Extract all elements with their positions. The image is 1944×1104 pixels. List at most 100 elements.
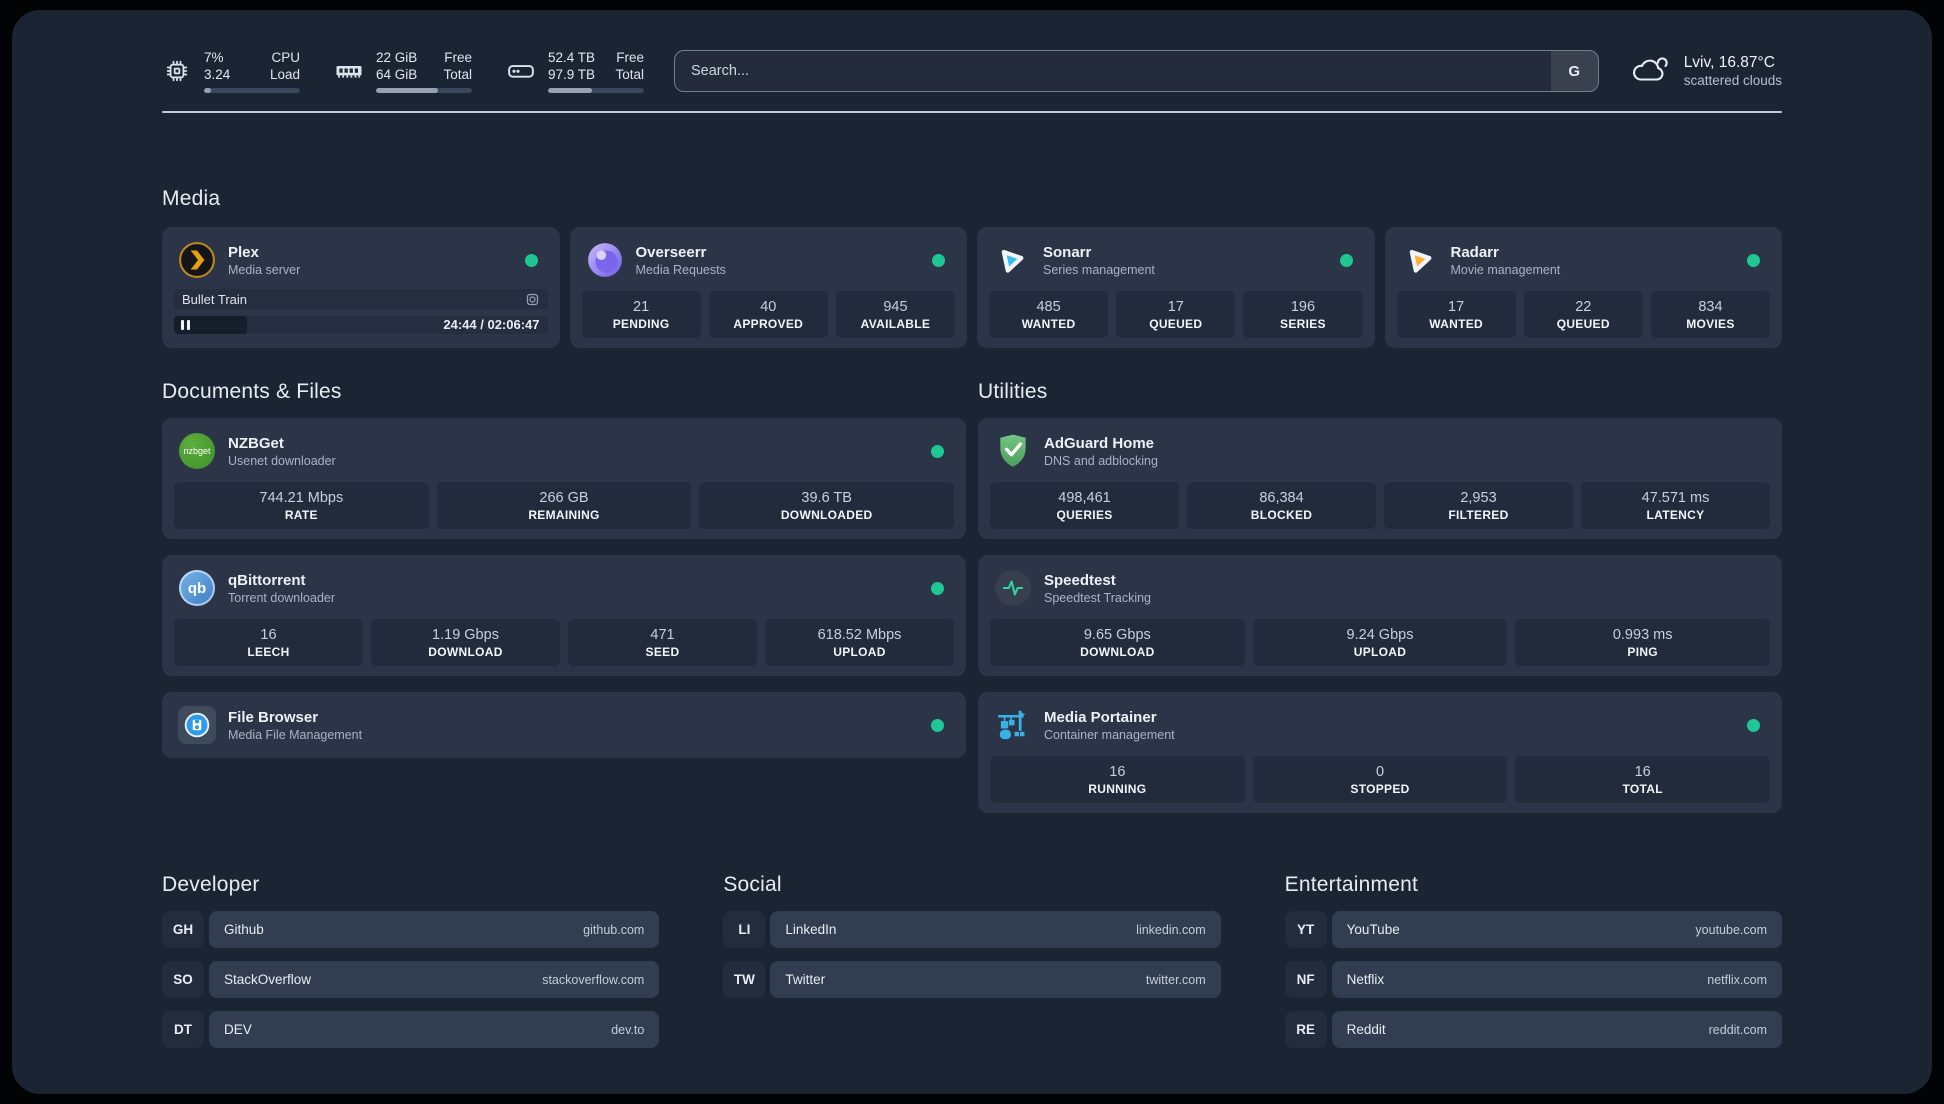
bookmark-abbr: YT — [1284, 911, 1327, 948]
pause-button[interactable] — [181, 320, 190, 330]
disk-total-value: 97.9 TB — [548, 67, 596, 83]
app-name: Plex — [228, 243, 259, 261]
stat-queries: 498,461 QUERIES — [990, 482, 1179, 529]
stat-running: 16 RUNNING — [990, 756, 1245, 803]
disk-stat: 52.4 TB 97.9 TB Free Total — [506, 49, 644, 93]
bookmark-netflix[interactable]: NF Netflix netflix.com — [1284, 961, 1782, 998]
overseerr-icon — [586, 241, 624, 279]
bookmark-name: Twitter — [785, 972, 826, 987]
section-title-media: Media — [162, 187, 221, 210]
stat-ping: 0.993 ms PING — [1515, 619, 1771, 666]
status-online-dot — [931, 581, 944, 595]
memory-free-label: Free — [444, 50, 472, 66]
playback-progress-bar[interactable]: 24:44 / 02:06:47 — [174, 316, 548, 334]
bookmark-github[interactable]: GH Github github.com — [162, 911, 660, 948]
bookmark-name: YouTube — [1346, 922, 1400, 937]
now-playing-title: Bullet Train — [182, 291, 248, 307]
section-title-entertainment: Entertainment — [1284, 873, 1418, 896]
card-speedtest[interactable]: Speedtest Speedtest Tracking 9.65 Gbps D… — [978, 555, 1782, 676]
plex-icon — [178, 241, 216, 279]
card-radarr[interactable]: Radarr Movie management 17 WANTED 22 QUE… — [1384, 227, 1782, 348]
stat-upload: 618.52 Mbps UPLOAD — [765, 619, 954, 666]
stat-total: 16 TOTAL — [1515, 756, 1771, 803]
bookmark-name: DEV — [224, 1022, 252, 1037]
app-desc: Series management — [1043, 262, 1155, 277]
bookmark-url: twitter.com — [1145, 972, 1206, 987]
filebrowser-icon — [178, 706, 216, 744]
app-name: qBittorrent — [228, 571, 306, 589]
bookmark-url: netflix.com — [1707, 972, 1767, 987]
app-desc: Media server — [228, 262, 301, 277]
card-sonarr[interactable]: Sonarr Series management 485 WANTED 17 Q… — [977, 227, 1375, 348]
bookmark-stackoverflow[interactable]: SO StackOverflow stackoverflow.com — [162, 961, 660, 998]
stat-queued: 17 QUEUED — [1116, 291, 1236, 338]
app-desc: Speedtest Tracking — [1044, 590, 1152, 605]
card-nzbget[interactable]: nzbget NZBGet Usenet downloader 744.21 M… — [162, 418, 966, 539]
card-qbittorrent[interactable]: qb qBittorrent Torrent downloader 16 LEE… — [162, 555, 966, 676]
ram-icon — [334, 56, 364, 86]
top-bar: 7% 3.24 CPU Load — [162, 48, 1782, 94]
card-filebrowser[interactable]: File Browser Media File Management — [162, 692, 966, 758]
app-desc: Movie management — [1450, 262, 1561, 277]
playback-progress-fill — [174, 316, 247, 334]
speedtest-icon — [994, 569, 1032, 607]
stat-rate: 744.21 Mbps RATE — [174, 482, 429, 529]
nzbget-icon: nzbget — [178, 432, 216, 470]
status-online-dot — [932, 253, 945, 267]
playback-time: 24:44 / 02:06:47 — [443, 317, 540, 332]
bookmark-linkedin[interactable]: LI LinkedIn linkedin.com — [723, 911, 1221, 948]
status-online-dot — [931, 444, 944, 458]
portainer-icon — [994, 706, 1032, 744]
disk-progress-fill — [548, 88, 593, 93]
search-bar[interactable]: G — [674, 50, 1599, 92]
radarr-icon — [1401, 241, 1439, 279]
card-plex[interactable]: Plex Media server Bullet Train 24:44 / 0… — [162, 227, 560, 348]
bookmark-name: Reddit — [1346, 1022, 1386, 1037]
app-desc: Media Requests — [635, 262, 726, 277]
media-cards: Plex Media server Bullet Train 24:44 / 0… — [162, 227, 1782, 348]
status-online-dot — [931, 718, 944, 732]
memory-progress-track — [376, 88, 472, 93]
memory-progress-fill — [376, 88, 439, 93]
cpu-load-value: 3.24 — [204, 67, 231, 83]
app-desc: Media File Management — [228, 727, 363, 742]
card-portainer[interactable]: Media Portainer Container management 16 … — [978, 692, 1782, 813]
search-engine-button[interactable]: G — [1550, 51, 1598, 91]
cloud-icon — [1629, 53, 1671, 90]
stat-download: 1.19 Gbps DOWNLOAD — [371, 619, 560, 666]
stat-filtered: 2,953 FILTERED — [1384, 482, 1573, 529]
bookmark-youtube[interactable]: YT YouTube youtube.com — [1284, 911, 1782, 948]
camera-icon — [525, 292, 540, 307]
card-overseerr[interactable]: Overseerr Media Requests 21 PENDING 40 A… — [569, 227, 967, 348]
status-online-dot — [1747, 253, 1760, 267]
search-input[interactable] — [675, 51, 1551, 91]
memory-total-value: 64 GiB — [376, 67, 418, 83]
stat-latency: 47.571 ms LATENCY — [1581, 482, 1770, 529]
stat-queued: 22 QUEUED — [1523, 291, 1643, 338]
stat-available: 945 AVAILABLE — [835, 291, 956, 338]
cpu-label: CPU — [271, 50, 300, 66]
stat-stopped: 0 STOPPED — [1252, 756, 1508, 803]
bookmark-dev[interactable]: DT DEV dev.to — [162, 1011, 660, 1048]
bookmark-url: dev.to — [611, 1022, 645, 1037]
app-name: Overseerr — [635, 243, 707, 261]
bookmark-url: reddit.com — [1708, 1022, 1767, 1037]
card-adguard[interactable]: AdGuard Home DNS and adblocking 498,461 … — [978, 418, 1782, 539]
bookmark-name: Github — [224, 922, 264, 937]
bookmark-reddit[interactable]: RE Reddit reddit.com — [1284, 1011, 1782, 1048]
memory-free-value: 22 GiB — [376, 50, 418, 66]
stat-seed: 471 SEED — [568, 619, 757, 666]
bookmark-abbr: TW — [723, 961, 766, 998]
cpu-icon — [162, 56, 192, 86]
stat-pending: 21 PENDING — [581, 291, 701, 338]
dashboard-panel: 7% 3.24 CPU Load — [12, 10, 1932, 1094]
stat-leech: 16 LEECH — [174, 619, 363, 666]
stat-upload: 9.24 Gbps UPLOAD — [1252, 619, 1508, 666]
memory-total-label: Total — [443, 67, 472, 83]
weather-condition: scattered clouds — [1683, 73, 1782, 88]
hardware-stats: 7% 3.24 CPU Load — [162, 49, 644, 93]
bookmark-name: Netflix — [1346, 972, 1385, 987]
bookmark-twitter[interactable]: TW Twitter twitter.com — [723, 961, 1221, 998]
app-name: File Browser — [228, 708, 319, 726]
disk-icon — [506, 56, 536, 86]
